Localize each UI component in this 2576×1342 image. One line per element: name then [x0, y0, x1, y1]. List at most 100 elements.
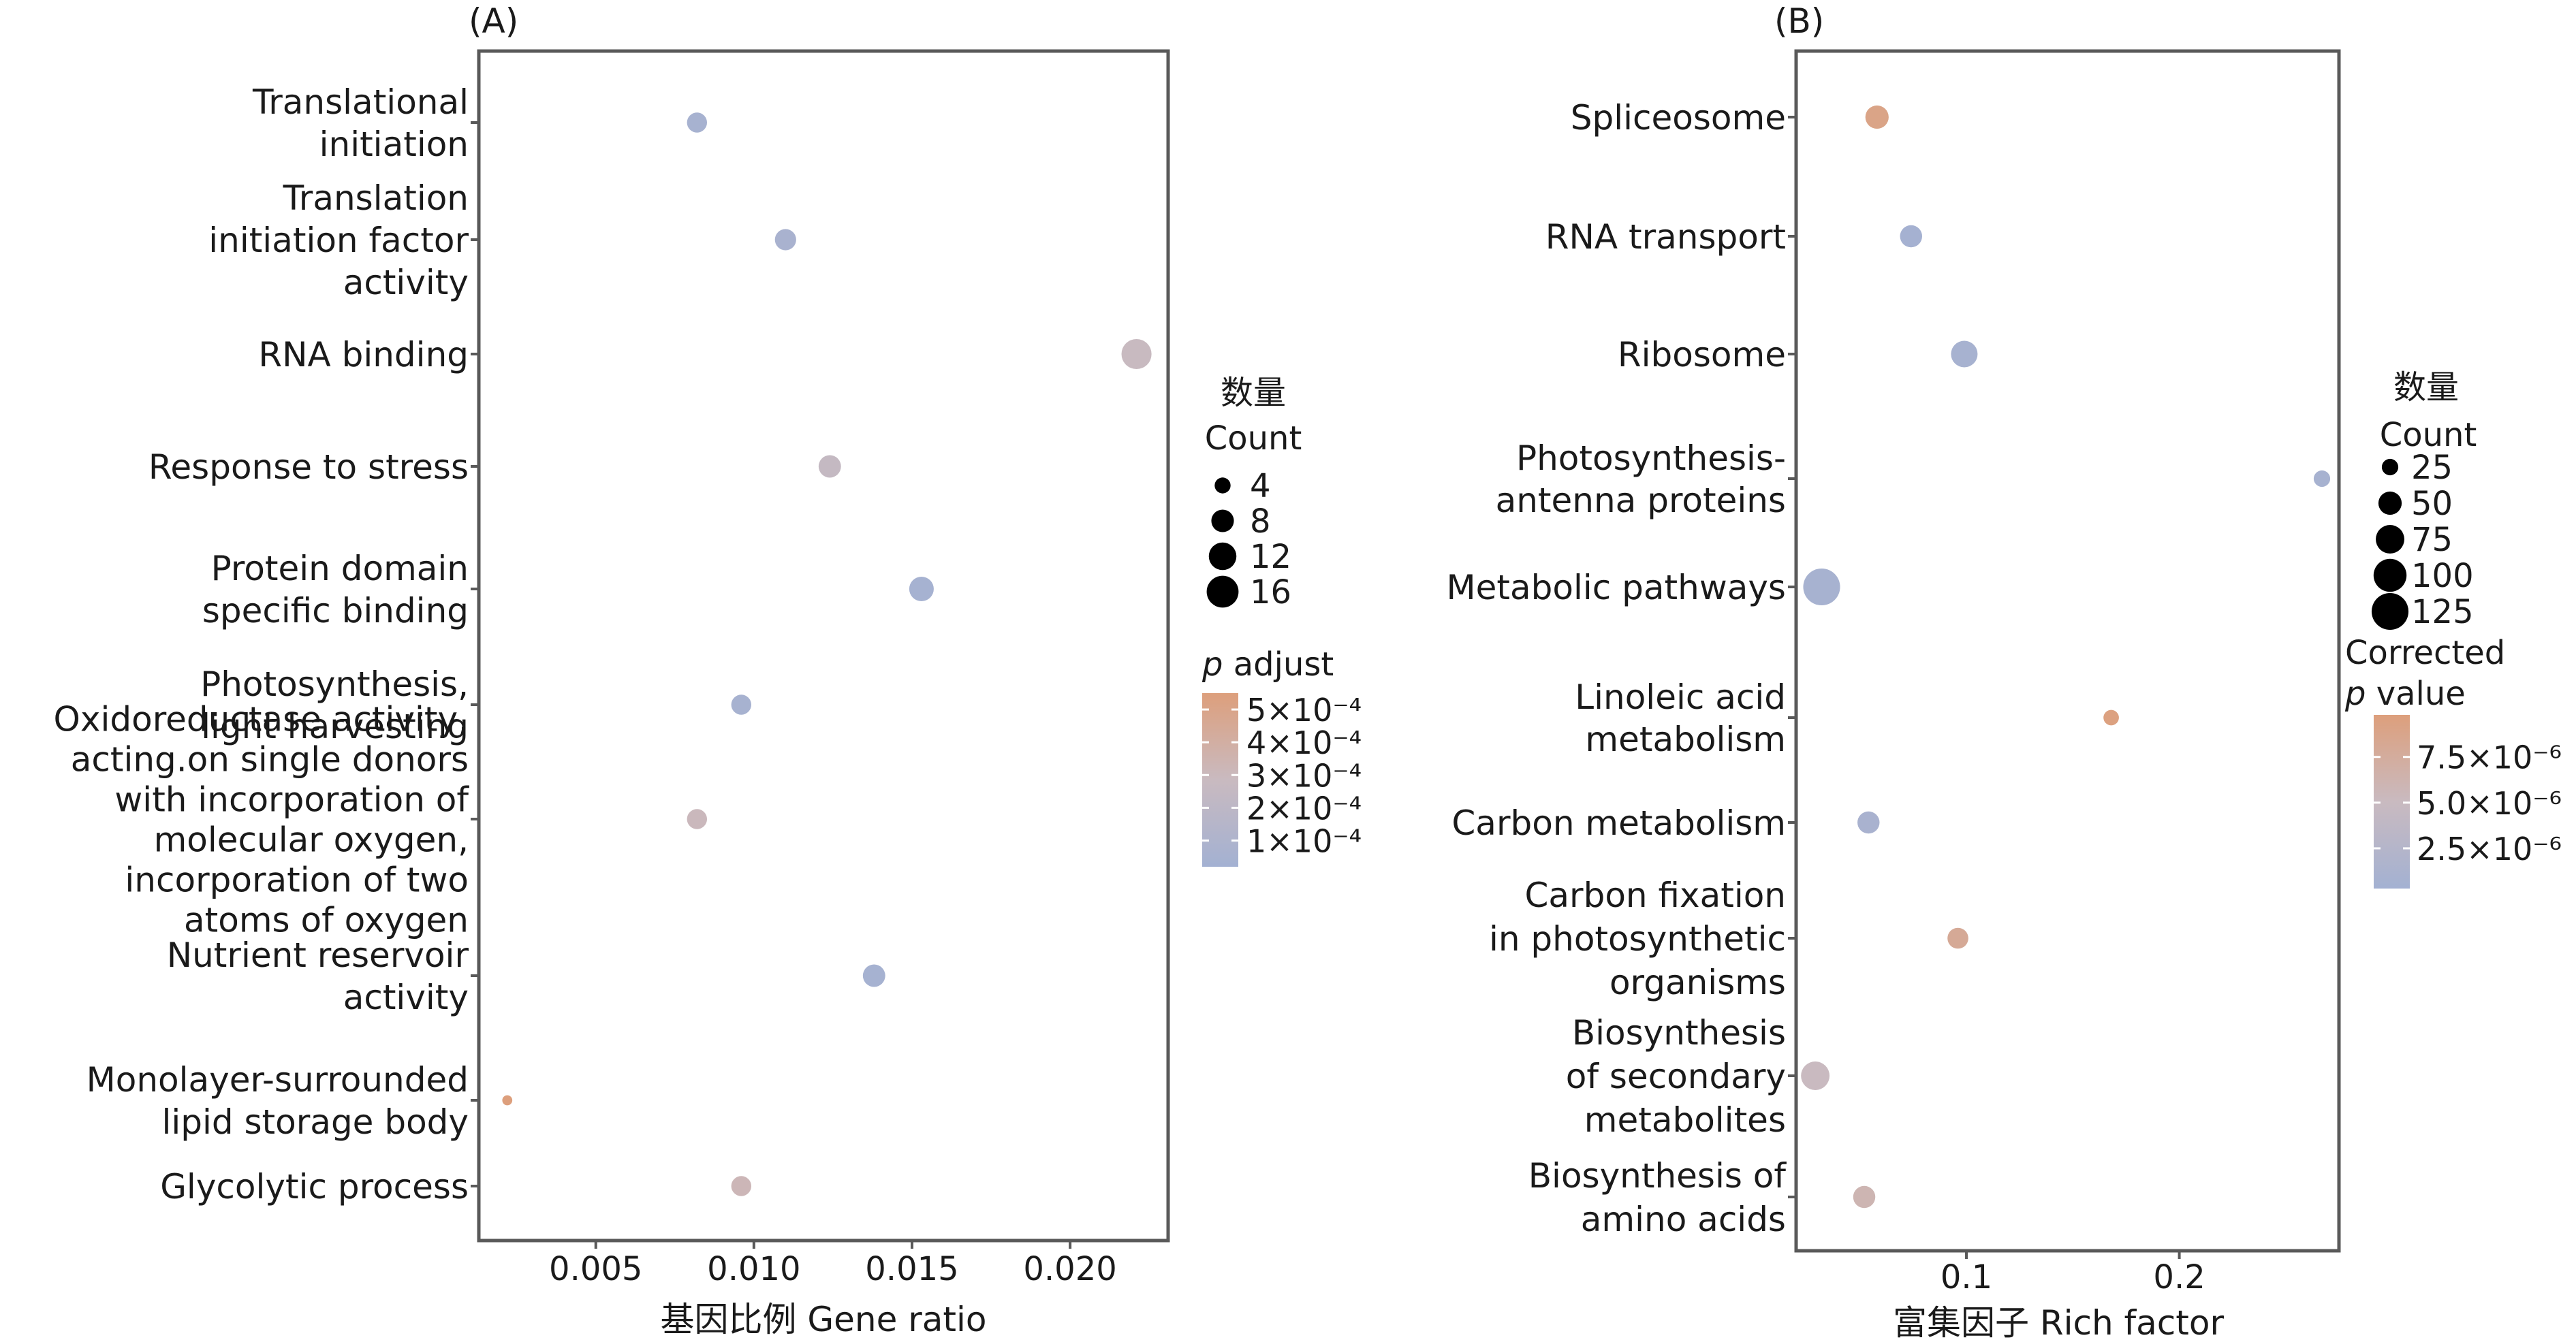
- panel-a-x-ticks: 0.005 0.010 0.015 0.020: [549, 1241, 1117, 1288]
- panel-a-category-label: specific binding: [202, 591, 469, 630]
- panel-a-color-legend: p adjust 5×10⁻⁴4×10⁻⁴3×10⁻⁴2×10⁻⁴1×10⁻⁴: [1201, 645, 1362, 867]
- panel-b-category-label: Photosynthesis-: [1516, 438, 1786, 478]
- panel-a-size-legend-dot: [1208, 542, 1237, 571]
- panel-b-point: [2103, 709, 2119, 726]
- panel-a-category-label: with incorporation of: [114, 780, 469, 820]
- panel-b-x-axis-title: 富集因子 Rich factor: [1893, 1303, 2225, 1342]
- panel-a-point: [774, 229, 796, 251]
- panel-a: (A) TranslationalinitiationTranslationin…: [54, 1, 1362, 1339]
- panel-b-x-tick-label: 0.2: [2153, 1258, 2205, 1296]
- panel-a-color-legend-ticks: 5×10⁻⁴4×10⁻⁴3×10⁻⁴2×10⁻⁴1×10⁻⁴: [1202, 692, 1362, 860]
- panel-a-x-axis-title: 基因比例 Gene ratio: [660, 1300, 986, 1339]
- panel-a-point: [818, 455, 841, 478]
- panel-a-color-legend-title-line: p adjust: [1201, 645, 1334, 684]
- panel-a-point: [731, 1176, 752, 1196]
- panel-b-category-label: Biosynthesis: [1572, 1013, 1786, 1053]
- panel-a-size-legend-dot: [1214, 477, 1231, 494]
- panel-b-point: [1801, 1061, 1830, 1090]
- panel-b-category-label: Metabolic pathways: [1447, 568, 1787, 607]
- panel-b-x-tick-label: 0.1: [1941, 1258, 1992, 1296]
- panel-b-category-label: metabolism: [1585, 720, 1786, 759]
- panel-b-color-legend-title-line: p value: [2344, 675, 2466, 713]
- panel-a-plot-frame: [477, 49, 1170, 1243]
- panel-a-category-label: atoms of oxygen: [184, 901, 469, 940]
- panel-b-point: [1900, 225, 1923, 248]
- panel-a-y-ticks: [471, 121, 479, 1187]
- panel-b-category-label: of secondary: [1566, 1057, 1786, 1096]
- panel-a-point: [909, 576, 934, 602]
- panel-a-size-legend-label: 4: [1250, 467, 1271, 505]
- panel-a-size-legend-title-en: Count: [1205, 419, 1302, 458]
- panel-b-size-legend-label: 125: [2411, 593, 2474, 631]
- panel-a-points: [502, 112, 1152, 1196]
- panel-a-color-bar: [1202, 693, 1238, 867]
- panel-a-size-legend-dot: [1206, 575, 1239, 608]
- panel-b-category-labels: Spliceosome RNA transport Ribosome Photosyn…: [1447, 98, 1787, 1239]
- panel-a-size-legend-label: 8: [1250, 502, 1271, 541]
- panel-a-category-label: Translational: [252, 82, 469, 122]
- panel-b-point: [1947, 927, 1968, 949]
- panel-b-size-legend-dot: [2373, 558, 2407, 592]
- panel-b-x-ticks: 0.1 0.2: [1941, 1251, 2205, 1296]
- panel-b-size-legend-dot: [2378, 491, 2402, 515]
- panel-a-size-legend-label: 16: [1250, 573, 1291, 611]
- panel-b-size-legend-label: 100: [2411, 557, 2474, 595]
- panel-b-category-label: Spliceosome: [1571, 98, 1786, 138]
- panel-a-category-label: light harvesting: [201, 707, 469, 746]
- panel-a-category-label: Protein domain: [211, 549, 469, 588]
- panel-b-category-label: antenna proteins: [1496, 481, 1786, 520]
- panel-a-x-tick-label: 0.020: [1023, 1250, 1116, 1288]
- panel-a-point: [862, 964, 885, 987]
- panel-b-point: [1853, 1185, 1876, 1209]
- panel-b-category-label: organisms: [1609, 963, 1786, 1002]
- panel-a-category-label: acting.on single donors: [71, 740, 469, 780]
- panel-a-x-tick-label: 0.005: [549, 1250, 642, 1288]
- panel-b-point: [1865, 105, 1889, 129]
- panel-b-size-legend-label: 50: [2411, 485, 2453, 523]
- panel-b-category-label: Ribosome: [1618, 335, 1786, 374]
- panel-b-size-legend-dot: [2381, 458, 2399, 476]
- panel-a-color-tick-label: 2×10⁻⁴: [1246, 790, 1362, 827]
- panel-b-points: [1801, 105, 2331, 1209]
- panel-b-size-legend-label: 25: [2411, 449, 2453, 487]
- panel-a-size-legend-dot: [1211, 509, 1234, 532]
- panel-a-category-label: Translation: [283, 178, 469, 218]
- panel-a-label: (A): [469, 1, 518, 41]
- panel-b-color-tick-label: 5.0×10⁻⁶: [2417, 785, 2562, 822]
- panel-b-size-legend-dot: [2371, 592, 2409, 630]
- panel-a-category-label: Monolayer-surrounded: [87, 1060, 469, 1100]
- panel-b-size-legend-label: 75: [2411, 521, 2453, 559]
- panel-b-category-label: metabolites: [1584, 1100, 1786, 1140]
- panel-a-category-label: Oxidoreductase activity,: [54, 700, 469, 739]
- panel-a-category-label: initiation factor: [208, 221, 469, 260]
- panel-b-point: [1803, 568, 1840, 606]
- panel-a-color-tick-label: 1×10⁻⁴: [1246, 823, 1362, 860]
- panel-b-y-ticks: [1788, 116, 1796, 1198]
- panel-a-category-label: activity: [343, 263, 469, 302]
- panel-b-point: [1857, 811, 1880, 834]
- panel-b-color-legend-title-line: Corrected: [2345, 634, 2505, 672]
- panel-a-point: [731, 694, 752, 715]
- panel-a-color-tick-label: 3×10⁻⁴: [1246, 757, 1362, 794]
- panel-a-point: [687, 112, 708, 133]
- panel-a-point: [1121, 338, 1152, 370]
- panel-a-point: [687, 809, 708, 829]
- panel-b-size-legend-dot: [2376, 525, 2404, 554]
- panel-b-size-legend-title-en: Count: [2380, 416, 2477, 454]
- panel-a-category-label: Photosynthesis,: [200, 665, 469, 704]
- panel-b-category-label: Biosynthesis of: [1528, 1156, 1787, 1196]
- panel-a-x-tick-label: 0.010: [707, 1250, 800, 1288]
- panel-a-category-label: initiation: [319, 125, 469, 164]
- panel-a-x-tick-label: 0.015: [865, 1250, 958, 1288]
- panel-b-point: [2313, 470, 2331, 488]
- panel-b-category-label: amino acids: [1581, 1200, 1786, 1239]
- panel-b-label: (B): [1774, 1, 1824, 41]
- panel-a-category-label: incorporation of two: [125, 861, 469, 900]
- panel-a-category-label: Glycolytic process: [160, 1167, 469, 1207]
- panel-a-color-legend-title: p adjust: [1201, 645, 1334, 684]
- panel-b-plot-frame: [1794, 49, 2341, 1253]
